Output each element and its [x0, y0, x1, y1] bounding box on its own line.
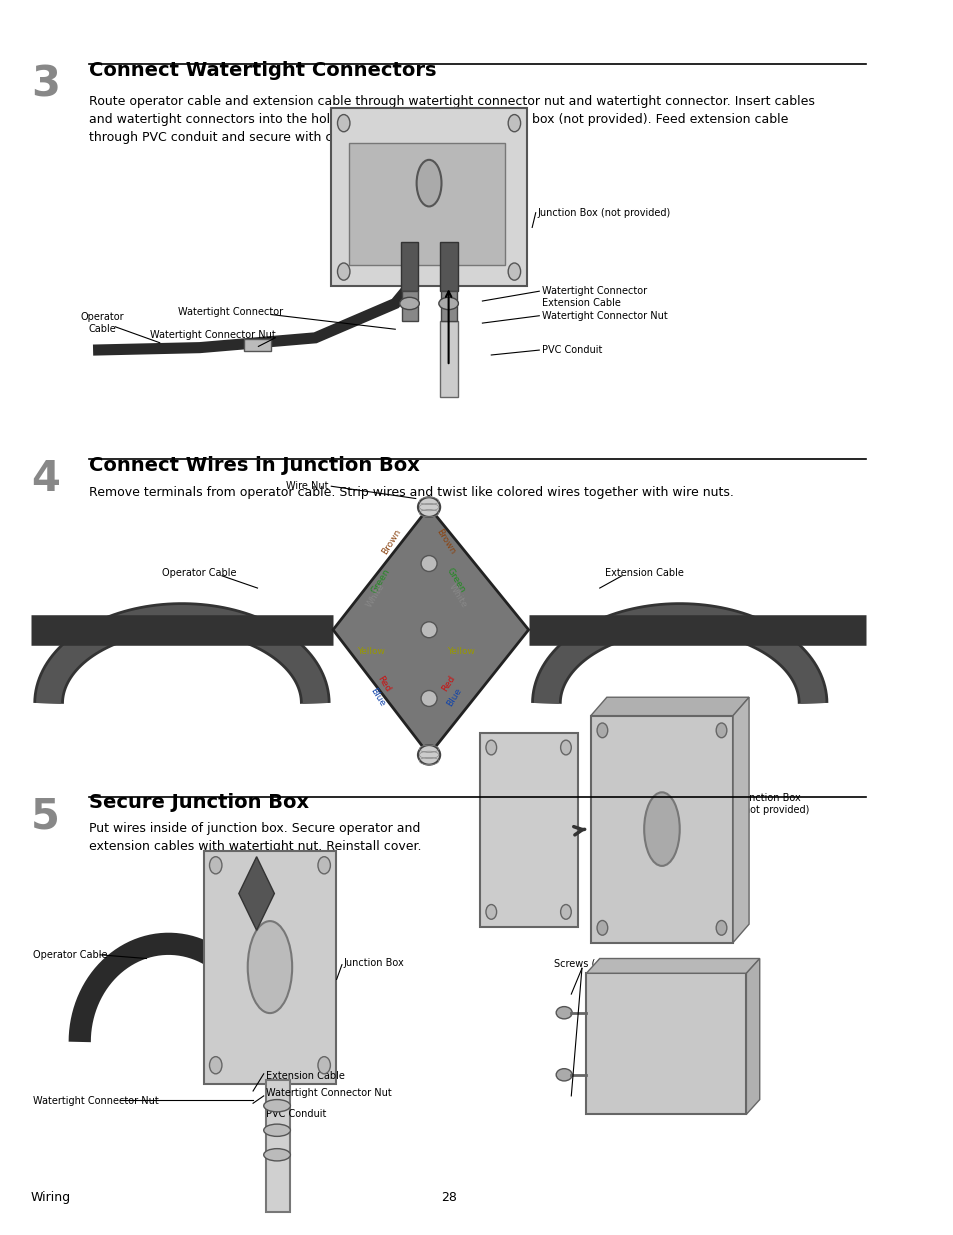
- Ellipse shape: [417, 498, 439, 517]
- Circle shape: [560, 904, 571, 919]
- Circle shape: [485, 904, 497, 919]
- Circle shape: [508, 263, 520, 280]
- Circle shape: [210, 857, 222, 874]
- Text: Watertight Connector Nut: Watertight Connector Nut: [150, 331, 275, 341]
- Text: Watertight Connector: Watertight Connector: [178, 308, 283, 317]
- Text: 4: 4: [30, 458, 60, 500]
- Text: 5: 5: [30, 795, 60, 837]
- Polygon shape: [590, 698, 748, 715]
- Ellipse shape: [420, 556, 436, 572]
- Text: Put wires inside of junction box. Secure operator and
extension cables with wate: Put wires inside of junction box. Secure…: [89, 823, 420, 853]
- Ellipse shape: [556, 1068, 572, 1081]
- Circle shape: [317, 857, 330, 874]
- Bar: [479, 732, 577, 926]
- Circle shape: [485, 740, 497, 755]
- Bar: [586, 973, 745, 1114]
- Text: Operator
Cable: Operator Cable: [80, 312, 124, 333]
- Ellipse shape: [416, 159, 441, 206]
- Text: Green: Green: [369, 567, 392, 595]
- Polygon shape: [732, 698, 748, 942]
- Text: Yellow: Yellow: [356, 647, 384, 656]
- Bar: [400, 242, 418, 291]
- Text: 3: 3: [30, 63, 60, 105]
- Circle shape: [210, 1057, 222, 1073]
- Ellipse shape: [263, 1149, 290, 1161]
- Text: Route operator cable and extension cable through watertight connector nut and wa: Route operator cable and extension cable…: [89, 95, 814, 144]
- Text: Junction Box (not provided): Junction Box (not provided): [537, 207, 670, 217]
- Text: Extension Cable: Extension Cable: [541, 299, 620, 309]
- Bar: [331, 109, 526, 287]
- Ellipse shape: [643, 793, 679, 866]
- Circle shape: [560, 740, 571, 755]
- Text: Junction Box: Junction Box: [343, 958, 404, 968]
- Text: Wiring: Wiring: [30, 1191, 71, 1204]
- Bar: [439, 242, 457, 291]
- Bar: [590, 715, 732, 942]
- Bar: [204, 851, 335, 1083]
- Circle shape: [597, 920, 607, 935]
- Text: Watertight Connector Nut: Watertight Connector Nut: [265, 1088, 391, 1098]
- Text: White: White: [364, 582, 386, 609]
- Ellipse shape: [420, 690, 436, 706]
- Polygon shape: [333, 508, 528, 755]
- Text: White: White: [446, 582, 468, 609]
- Bar: [440, 291, 456, 321]
- Ellipse shape: [438, 298, 457, 310]
- Ellipse shape: [248, 921, 292, 1013]
- Polygon shape: [238, 857, 274, 930]
- Text: Operator Cable: Operator Cable: [32, 950, 107, 960]
- Ellipse shape: [263, 1099, 290, 1112]
- Circle shape: [337, 115, 350, 132]
- Text: Yellow: Yellow: [446, 647, 475, 656]
- Text: Watertight Connector: Watertight Connector: [541, 287, 646, 296]
- Text: 28: 28: [440, 1191, 456, 1204]
- Circle shape: [597, 722, 607, 737]
- Text: Extension Cable: Extension Cable: [604, 568, 683, 578]
- Text: Red: Red: [439, 674, 456, 693]
- Ellipse shape: [417, 745, 439, 764]
- Circle shape: [716, 920, 726, 935]
- Ellipse shape: [420, 621, 436, 637]
- Bar: [401, 291, 417, 321]
- Bar: [244, 340, 271, 351]
- Text: Blue: Blue: [445, 687, 463, 708]
- Text: Connect Wires in Junction Box: Connect Wires in Junction Box: [89, 456, 419, 474]
- Text: Watertight Connector Nut: Watertight Connector Nut: [541, 311, 667, 321]
- Circle shape: [317, 1057, 330, 1073]
- Text: PVC Conduit: PVC Conduit: [541, 345, 601, 356]
- Text: Extension Cable: Extension Cable: [265, 1071, 344, 1082]
- Text: Connect Watertight Connectors: Connect Watertight Connectors: [89, 61, 436, 79]
- Text: Red: Red: [375, 674, 392, 693]
- Text: Screws (4): Screws (4): [553, 958, 604, 968]
- Circle shape: [508, 115, 520, 132]
- Polygon shape: [586, 958, 759, 973]
- Text: Operator Cable: Operator Cable: [162, 568, 236, 578]
- Bar: [349, 143, 504, 266]
- Circle shape: [716, 722, 726, 737]
- Bar: [266, 1079, 289, 1213]
- Text: Blue: Blue: [368, 687, 386, 708]
- Ellipse shape: [263, 1124, 290, 1136]
- Polygon shape: [745, 958, 759, 1114]
- Text: PVC Conduit: PVC Conduit: [265, 1109, 326, 1119]
- Text: Secure Junction Box: Secure Junction Box: [89, 793, 309, 811]
- Ellipse shape: [399, 298, 419, 310]
- Text: Wire Nut: Wire Nut: [286, 482, 328, 492]
- Text: Junction Box
(not provided): Junction Box (not provided): [740, 793, 809, 815]
- Bar: [439, 321, 457, 396]
- Text: Watertight Connector Nut: Watertight Connector Nut: [32, 1095, 158, 1105]
- Text: Brown: Brown: [434, 527, 456, 556]
- Text: Brown: Brown: [379, 527, 402, 556]
- Ellipse shape: [556, 1007, 572, 1019]
- Text: Green: Green: [445, 567, 467, 595]
- Circle shape: [337, 263, 350, 280]
- Text: Remove terminals from operator cable. Strip wires and twist like colored wires t: Remove terminals from operator cable. St…: [89, 487, 733, 499]
